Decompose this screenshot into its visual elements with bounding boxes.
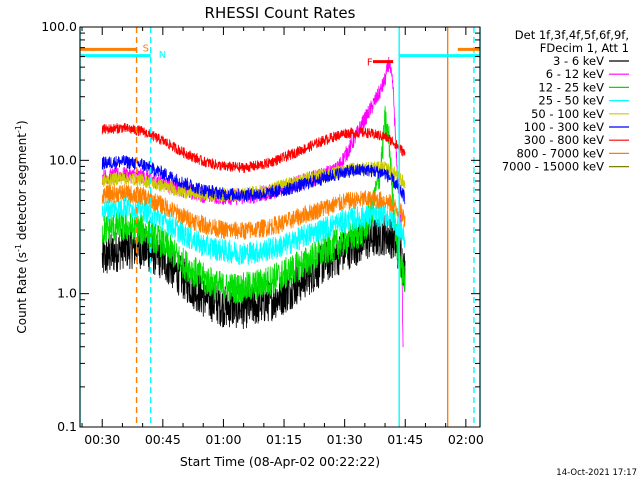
series-line-3to6keV: [101, 215, 406, 329]
series-line-800to7000keV: [101, 183, 406, 240]
series-line-100to300keV: [101, 155, 406, 205]
y-axis-label: Count Rate (s-1 detector segment-1): [14, 120, 29, 333]
legend: Det 1f,3f,4f,5f,6f,9f, FDecim 1, Att 1 3…: [502, 28, 629, 174]
legend-label: 300 - 800 keV: [524, 133, 604, 147]
legend-label: 3 - 6 keV: [553, 54, 604, 68]
y-tick-label: 0.1: [57, 419, 77, 434]
x-tick-label: 01:45: [387, 432, 423, 447]
legend-label: 7000 - 15000 keV: [502, 160, 604, 174]
legend-label: 100 - 300 keV: [524, 120, 604, 134]
x-axis-label: Start Time (08-Apr-02 00:22:22): [180, 454, 380, 469]
legend-label: 50 - 100 keV: [531, 107, 604, 121]
legend-label: 12 - 25 keV: [538, 80, 604, 94]
y-axis-label-part3: ): [15, 120, 29, 125]
plot-frame: [79, 26, 481, 428]
y-tick-label: 1.0: [57, 286, 77, 301]
series-line-25to50keV: [101, 195, 406, 265]
legend-label: 6 - 12 keV: [546, 67, 604, 81]
x-tick-label: 01:15: [266, 432, 302, 447]
chart-title: RHESSI Count Rates: [205, 4, 356, 22]
flag-label-s: S: [143, 44, 149, 55]
legend-header-line2: FDecim 1, Att 1: [540, 41, 629, 55]
x-tick-label: 02:00: [448, 432, 484, 447]
plot-area: SN F: [79, 27, 481, 427]
y-axis-label-sup2: -1: [14, 125, 23, 133]
y-axis-label-sup1: -1: [14, 244, 23, 252]
legend-label: 800 - 7000 keV: [516, 146, 604, 160]
flag-label-n: N: [159, 50, 166, 61]
y-axis-label-part1: Count Rate (s: [15, 252, 29, 334]
x-tick-label: 00:45: [145, 432, 181, 447]
y-axis: 100.0 10.0 1.0 0.1: [41, 19, 480, 434]
y-axis-label-part2: detector segment: [15, 133, 29, 244]
y-tick-label: 10.0: [49, 152, 77, 167]
series-line-12to25keV: [101, 105, 406, 305]
series-line-300to800keV: [101, 123, 406, 174]
legend-label: 25 - 50 keV: [538, 94, 604, 108]
x-tick-label: 00:30: [84, 432, 120, 447]
legend-header-line1: Det 1f,3f,4f,5f,6f,9f,: [515, 28, 629, 42]
x-axis: 00:30 00:45 01:00 01:15 01:30 01:45 02:00: [81, 27, 484, 447]
footer-timestamp: 14-Oct-2021 17:17: [556, 468, 637, 478]
flag-label-f: F: [367, 58, 373, 69]
x-tick-label: 01:30: [327, 432, 363, 447]
x-tick-label: 01:00: [205, 432, 241, 447]
y-tick-label: 100.0: [41, 19, 77, 34]
series-line-50to100keV: [101, 161, 406, 202]
